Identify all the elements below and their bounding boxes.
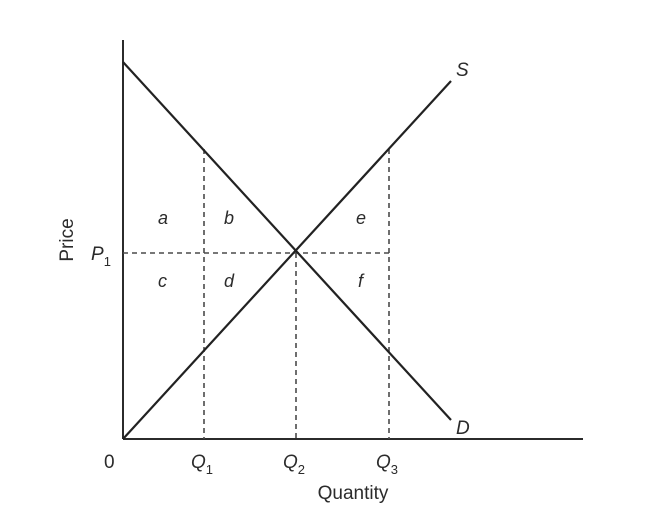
price-label-p1-sub: 1 xyxy=(104,254,111,269)
region-f-label: f xyxy=(358,271,365,291)
supply-curve-label: S xyxy=(456,60,469,81)
quantity-label-q1-sub: 1 xyxy=(206,462,213,477)
region-e-label: e xyxy=(356,208,366,228)
quantity-label-q2: Q2 xyxy=(283,452,305,477)
quantity-label-q2-sub: 2 xyxy=(298,462,305,477)
quantity-label-q3-main: Q xyxy=(376,452,391,473)
y-axis-title: Price xyxy=(57,218,78,261)
demand-curve-label: D xyxy=(456,418,470,439)
quantity-label-q1-main: Q xyxy=(191,452,206,473)
price-label-p1: P1 xyxy=(91,244,111,269)
region-b-label: b xyxy=(224,208,234,228)
price-label-p1-main: P xyxy=(91,244,104,265)
quantity-label-q3: Q3 xyxy=(376,452,398,477)
quantity-label-q1: Q1 xyxy=(191,452,213,477)
x-axis-title: Quantity xyxy=(318,483,389,504)
region-c-label: c xyxy=(158,271,167,291)
quantity-label-q3-sub: 3 xyxy=(391,462,398,477)
quantity-label-q2-main: Q xyxy=(283,452,298,473)
region-d-label: d xyxy=(224,271,235,291)
region-a-label: a xyxy=(158,208,168,228)
demand-curve xyxy=(122,61,452,421)
supply-curve xyxy=(122,80,452,440)
origin-label: 0 xyxy=(104,452,115,473)
